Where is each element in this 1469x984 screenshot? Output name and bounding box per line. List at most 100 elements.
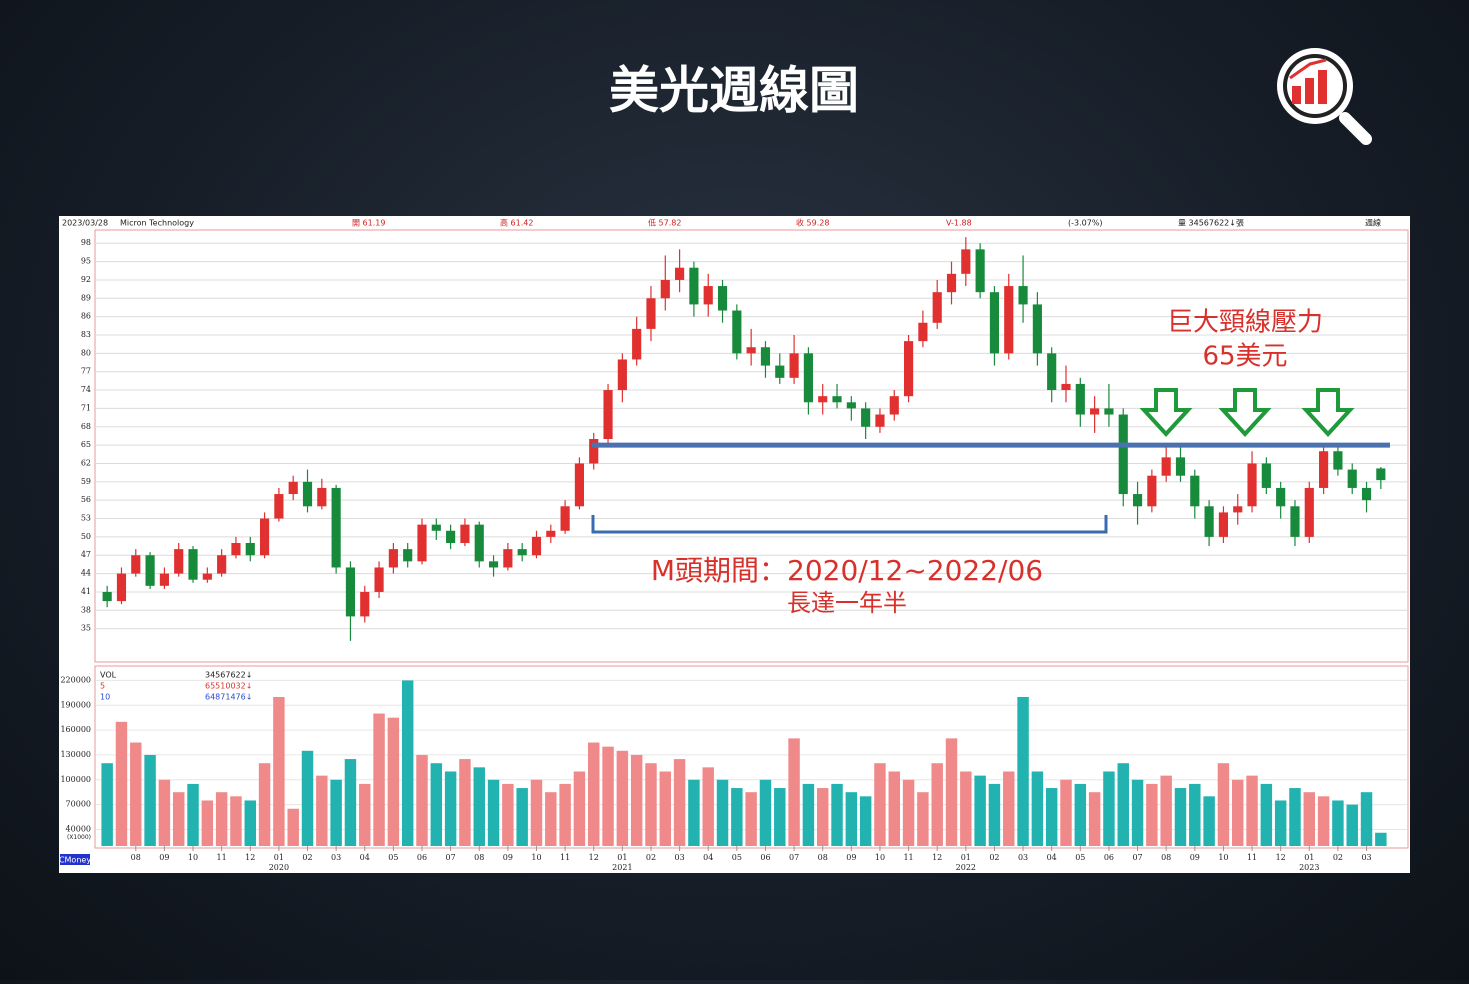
candle-body bbox=[403, 549, 413, 562]
volume-bar bbox=[1346, 804, 1358, 846]
candle-body bbox=[760, 347, 771, 366]
y-tick-label: 86 bbox=[81, 312, 91, 321]
y-tick-label: 74 bbox=[81, 385, 91, 394]
y-tick-label: 77 bbox=[81, 367, 91, 376]
price-panel bbox=[94, 229, 1409, 663]
candle-body bbox=[689, 267, 699, 305]
candle-body bbox=[1175, 457, 1186, 476]
header-text: 2023/03/28 bbox=[62, 219, 108, 228]
header-text: 高 61.42 bbox=[500, 218, 533, 228]
volume-bar bbox=[187, 783, 199, 846]
candle-body bbox=[789, 353, 799, 378]
candle-body bbox=[202, 573, 212, 580]
candle-body bbox=[1032, 304, 1042, 354]
x-tick-label: 10 bbox=[1218, 853, 1228, 862]
volume-bar bbox=[301, 750, 314, 846]
down-arrows bbox=[1139, 388, 1355, 437]
x-tick-label: 08 bbox=[474, 853, 484, 862]
y-tick-label: 95 bbox=[81, 257, 91, 266]
volume-panel bbox=[94, 665, 1409, 849]
volume-bar bbox=[1217, 763, 1230, 846]
candle-body bbox=[961, 249, 971, 274]
candle-body bbox=[431, 524, 441, 531]
candle-body bbox=[1004, 286, 1014, 354]
candle-body bbox=[1075, 383, 1085, 415]
volume-bar bbox=[316, 775, 328, 846]
x-tick-label: 08 bbox=[818, 853, 828, 862]
volume-bar bbox=[931, 763, 943, 846]
candle-body bbox=[932, 292, 942, 323]
volume-bar bbox=[816, 788, 829, 846]
volume-bar bbox=[616, 750, 629, 846]
candle-body bbox=[803, 353, 813, 403]
candle-body bbox=[717, 286, 728, 311]
x-tick-label: 07 bbox=[1132, 853, 1142, 862]
candle-body bbox=[1361, 487, 1372, 501]
y-tick-label: 71 bbox=[81, 403, 91, 412]
candle-body bbox=[732, 310, 742, 354]
candle-body bbox=[360, 591, 370, 617]
volume-bar bbox=[1060, 779, 1072, 846]
x-tick-label: 03 bbox=[675, 853, 685, 862]
volume-bar bbox=[1189, 783, 1201, 846]
candle-body bbox=[903, 341, 914, 397]
x-tick-label: 11 bbox=[560, 853, 570, 862]
candle-body bbox=[675, 267, 685, 280]
candle-body bbox=[1118, 414, 1128, 495]
candle-body bbox=[302, 481, 313, 507]
candle-body bbox=[1276, 487, 1286, 507]
y-tick-label: 89 bbox=[81, 293, 91, 302]
volume-tick-label: 220000 bbox=[60, 675, 91, 684]
legend-value: 64871476↓ bbox=[205, 693, 252, 702]
x-tick-label: 03 bbox=[1018, 853, 1028, 862]
candle-body bbox=[245, 543, 255, 556]
candle-body bbox=[159, 573, 169, 586]
candle-body bbox=[989, 292, 1000, 354]
volume-bar bbox=[158, 779, 171, 846]
volume-bar bbox=[1274, 800, 1287, 846]
header-text: 開 61.19 bbox=[352, 219, 385, 228]
x-tick-label: 04 bbox=[703, 853, 713, 862]
candle-body bbox=[388, 549, 398, 568]
x-tick-label: 10 bbox=[875, 853, 885, 862]
x-tick-label: 05 bbox=[388, 853, 398, 862]
candle-body bbox=[875, 414, 885, 427]
legend-name: 5 bbox=[100, 682, 105, 691]
volume-bar bbox=[1088, 792, 1101, 846]
volume-bar bbox=[387, 717, 400, 846]
candle-body bbox=[560, 506, 570, 531]
volume-bar bbox=[401, 680, 414, 846]
candle-body bbox=[1061, 383, 1071, 391]
candle-body bbox=[1018, 286, 1028, 305]
candle-body bbox=[818, 396, 828, 403]
volume-bar bbox=[831, 783, 843, 846]
volume-bar bbox=[416, 754, 428, 846]
candle-body bbox=[546, 530, 556, 537]
x-tick-label: 02 bbox=[1333, 853, 1343, 862]
x-tick-label: 12 bbox=[1276, 853, 1286, 862]
volume-bar bbox=[172, 792, 185, 846]
volume-bar bbox=[1131, 779, 1144, 846]
volume-bar bbox=[1332, 800, 1344, 846]
candle-body bbox=[374, 567, 384, 592]
volume-bar bbox=[273, 696, 285, 846]
volume-bar bbox=[874, 763, 886, 846]
candle-body bbox=[503, 549, 513, 568]
volume-tick-label: 70000 bbox=[66, 800, 91, 809]
volume-bar bbox=[344, 759, 357, 846]
candle-body bbox=[460, 524, 470, 543]
x-tick-label: 09 bbox=[503, 853, 513, 862]
volume-tick-label: 190000 bbox=[60, 700, 91, 709]
candle-body bbox=[116, 573, 127, 602]
candle-body bbox=[703, 286, 713, 305]
x-tick-label: 07 bbox=[446, 853, 456, 862]
volume-bar bbox=[588, 742, 600, 846]
candle-body bbox=[174, 549, 184, 574]
x-tick-label: 06 bbox=[760, 853, 770, 862]
volume-bar bbox=[373, 713, 385, 846]
y-tick-label: 38 bbox=[81, 605, 91, 614]
x-tick-label: 08 bbox=[1161, 853, 1171, 862]
x-tick-label: 09 bbox=[159, 853, 169, 862]
m-top-bracket bbox=[591, 515, 1108, 534]
